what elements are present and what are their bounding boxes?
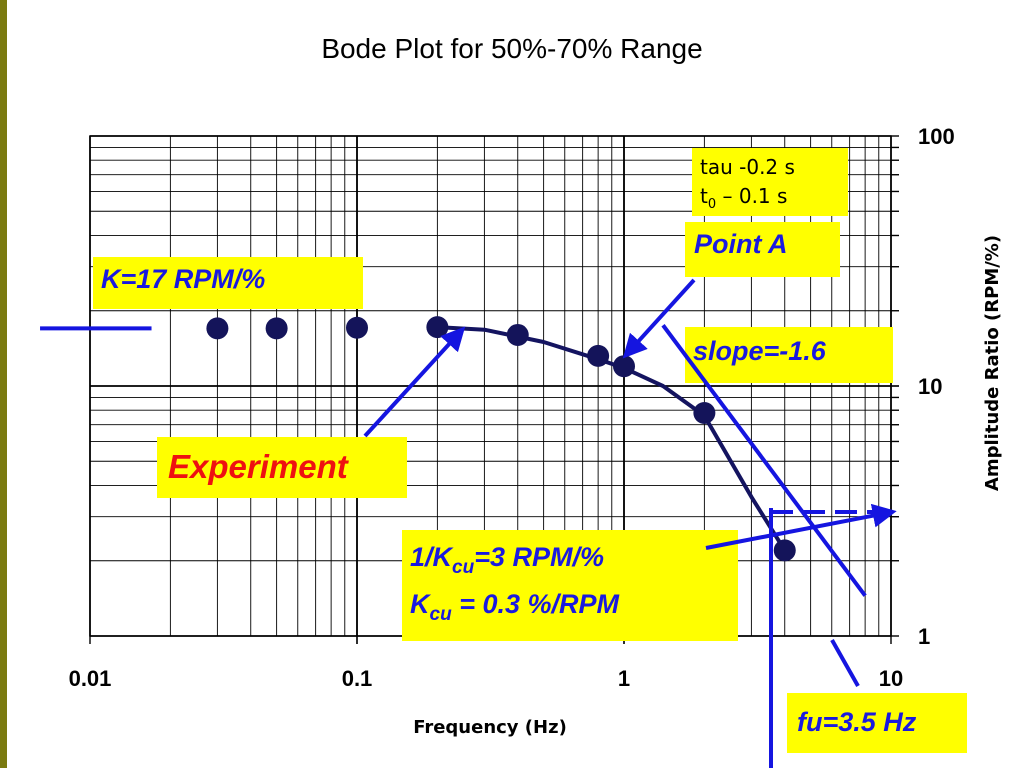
data-point (693, 401, 716, 424)
x-tick-labels: 0.01 0.1 1 10 (69, 666, 904, 691)
y-tick-label: 10 (918, 374, 942, 399)
slope-box: slope=-1.6 (685, 327, 893, 383)
point-a-label: Point A (694, 229, 788, 259)
y-axis-label: Amplitude Ratio (RPM/%) (982, 235, 1003, 491)
data-point (587, 344, 610, 367)
fu-pointer-line (830, 639, 860, 687)
kcu-line2: Kcu = 0.3 %/RPM (410, 589, 620, 625)
kcu-line1: 1/Kcu=3 RPM/% (410, 542, 604, 578)
x-tick-label: 1 (618, 666, 630, 691)
y-tick-label: 1 (918, 624, 930, 649)
y-tick-labels: 1 10 100 (918, 124, 955, 649)
kcu-arrow (705, 503, 897, 550)
slope-label: slope=-1.6 (693, 336, 827, 366)
fu-box: fu=3.5 Hz (787, 693, 967, 753)
x-tick-label: 0.01 (69, 666, 112, 691)
params-line1: tau -0.2 s (700, 155, 795, 179)
y-tick-label: 100 (918, 124, 955, 149)
data-point (773, 539, 796, 562)
x-axis-label: Frequency (Hz) (413, 717, 567, 738)
params-line2: t0 – 0.1 s (700, 184, 787, 212)
k-box: K=17 RPM/% (93, 257, 363, 309)
experiment-box: Experiment (157, 437, 407, 498)
kcu-box: 1/Kcu=3 RPM/% Kcu = 0.3 %/RPM (402, 530, 738, 641)
x-tick-label: 0.1 (342, 666, 373, 691)
experiment-arrow (363, 326, 466, 438)
data-point (506, 323, 529, 346)
series-layer (40, 316, 867, 597)
data-point (346, 316, 368, 339)
data-point (265, 317, 288, 340)
data-point (206, 317, 229, 340)
params-box: tau -0.2 s t0 – 0.1 s (692, 148, 848, 216)
data-point (426, 316, 449, 339)
x-tick-label: 10 (879, 666, 903, 691)
point-a-arrow (622, 278, 696, 359)
data-point (613, 355, 635, 378)
fu-label: fu=3.5 Hz (797, 707, 917, 737)
slope-asymptote-line (661, 324, 867, 597)
chart-title: Bode Plot for 50%-70% Range (321, 33, 702, 64)
k-label: K=17 RPM/% (101, 264, 265, 294)
point-a-box: Point A (685, 222, 840, 277)
left-edge-bar (0, 0, 7, 768)
experiment-label: Experiment (168, 448, 350, 485)
